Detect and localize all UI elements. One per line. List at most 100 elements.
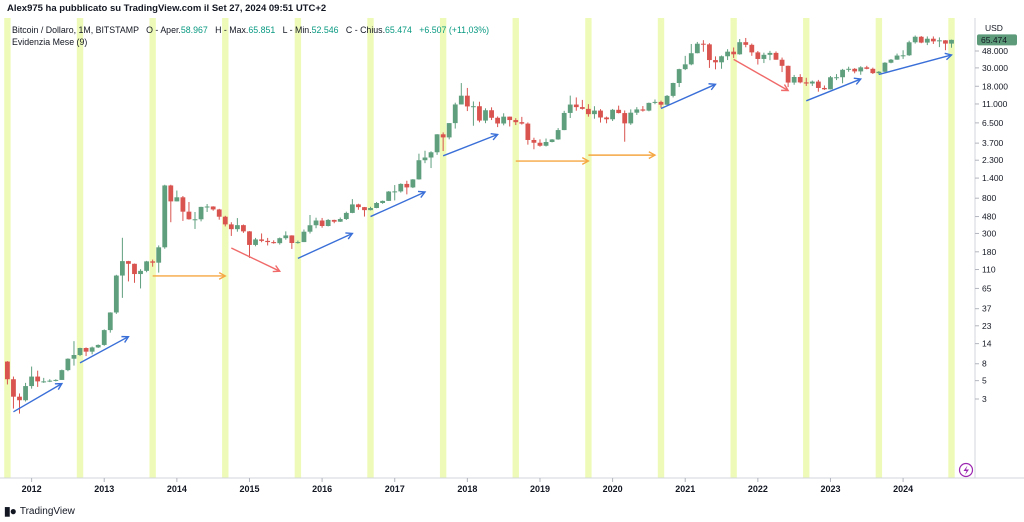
blue-trend-arrow[interactable] (79, 335, 130, 364)
candle (368, 206, 373, 211)
blue-trend-arrow[interactable] (442, 132, 499, 157)
price-tick-label: 300 (982, 228, 996, 238)
arrow-head (272, 265, 282, 273)
candle (464, 87, 470, 112)
candle-body (59, 370, 65, 380)
orange-trend-arrow[interactable] (152, 271, 227, 280)
candle-body (725, 51, 730, 57)
candle-body (83, 347, 89, 352)
orange-trend-arrow[interactable] (515, 157, 590, 165)
candle-body (882, 62, 888, 72)
blue-trend-arrow[interactable] (370, 190, 427, 218)
candle-body (295, 242, 301, 244)
candle (198, 206, 204, 222)
candle-body (156, 247, 162, 263)
red-trend-arrow[interactable] (733, 58, 790, 92)
candle-body (192, 219, 198, 221)
candle-body (271, 242, 277, 244)
candle-body (761, 54, 767, 59)
candle-body (797, 76, 803, 83)
candle (277, 237, 283, 245)
candle (646, 102, 652, 112)
year-label: 2019 (530, 484, 550, 494)
candles (5, 35, 954, 414)
arrow-head (218, 271, 227, 280)
candle (29, 366, 35, 389)
candle (616, 105, 622, 114)
candle (65, 358, 71, 372)
open-label: O - Aper. (146, 25, 181, 35)
candle-body (598, 110, 603, 118)
september-band (512, 18, 519, 478)
candle (289, 235, 295, 249)
candle-body (713, 60, 718, 63)
blue-trend-arrow[interactable] (878, 52, 953, 76)
candle (930, 36, 936, 44)
candle (912, 35, 918, 44)
price-tick-label: 1.400 (982, 173, 1004, 183)
candle (95, 344, 101, 348)
candle (761, 52, 767, 64)
symbol-label[interactable]: Bitcoin / Dollaro, 1M, BITSTAMP (12, 25, 139, 35)
candle (513, 118, 519, 126)
candle (489, 107, 494, 121)
candle (144, 260, 149, 273)
blue-trend-arrow[interactable] (660, 83, 717, 110)
candle (670, 82, 676, 98)
price-tick-label: 5 (982, 376, 987, 386)
candle (113, 274, 119, 314)
year-label: 2013 (94, 484, 114, 494)
blue-trend-arrow[interactable] (297, 232, 354, 260)
candle (549, 139, 555, 143)
candle (265, 237, 271, 246)
candle (168, 184, 174, 223)
candle (119, 237, 125, 298)
orange-trend-arrow[interactable] (588, 151, 657, 160)
red-trend-arrow[interactable] (231, 247, 282, 273)
candle (53, 379, 59, 382)
candle (101, 329, 107, 346)
candle (410, 179, 416, 189)
candle-body (815, 81, 821, 88)
candle-body (331, 219, 337, 222)
candle (83, 347, 89, 357)
candle-body (144, 261, 149, 271)
candle (5, 361, 10, 385)
close-value: 65.474 (385, 25, 412, 35)
candle (561, 110, 567, 131)
candle (398, 183, 404, 193)
price-tick-label: 48.000 (982, 46, 1008, 56)
candle-body (380, 200, 386, 203)
time-axis[interactable]: 2012 2013 2014 2015 2016 2017 2018 2019 2020 2021… (22, 478, 914, 494)
price-axis[interactable]: 48.000 30.000 18.000 11.000 6.500 3.700 2.300 1… (975, 46, 1008, 404)
september-band (367, 18, 374, 478)
candle (434, 134, 440, 155)
candle-body (464, 95, 470, 107)
september-band (149, 18, 156, 478)
candle-body (204, 206, 210, 208)
lightning-icon[interactable] (958, 462, 974, 478)
candle-body (809, 81, 815, 84)
candle (35, 370, 41, 387)
indicator-label[interactable]: Evidenzia Mese (9) (12, 37, 88, 47)
candle-body (440, 134, 446, 138)
tradingview-footer[interactable]: ▮● TradingView (4, 504, 75, 518)
candle-body (519, 122, 525, 124)
blue-trend-arrow[interactable] (806, 77, 863, 102)
candle-body (894, 55, 900, 60)
candle (918, 36, 924, 44)
candle-body (343, 212, 349, 220)
open-value: 58.967 (180, 25, 208, 35)
candle-body (17, 396, 22, 401)
currency-label[interactable]: USD (985, 23, 1003, 33)
candle (362, 206, 367, 217)
candle-body (791, 76, 797, 83)
candle (446, 123, 452, 140)
candle (23, 382, 28, 402)
candle (840, 68, 845, 84)
candle (404, 180, 410, 195)
candle-body (162, 185, 168, 248)
blue-trend-arrow[interactable] (13, 382, 64, 413)
candle-body (349, 204, 355, 213)
